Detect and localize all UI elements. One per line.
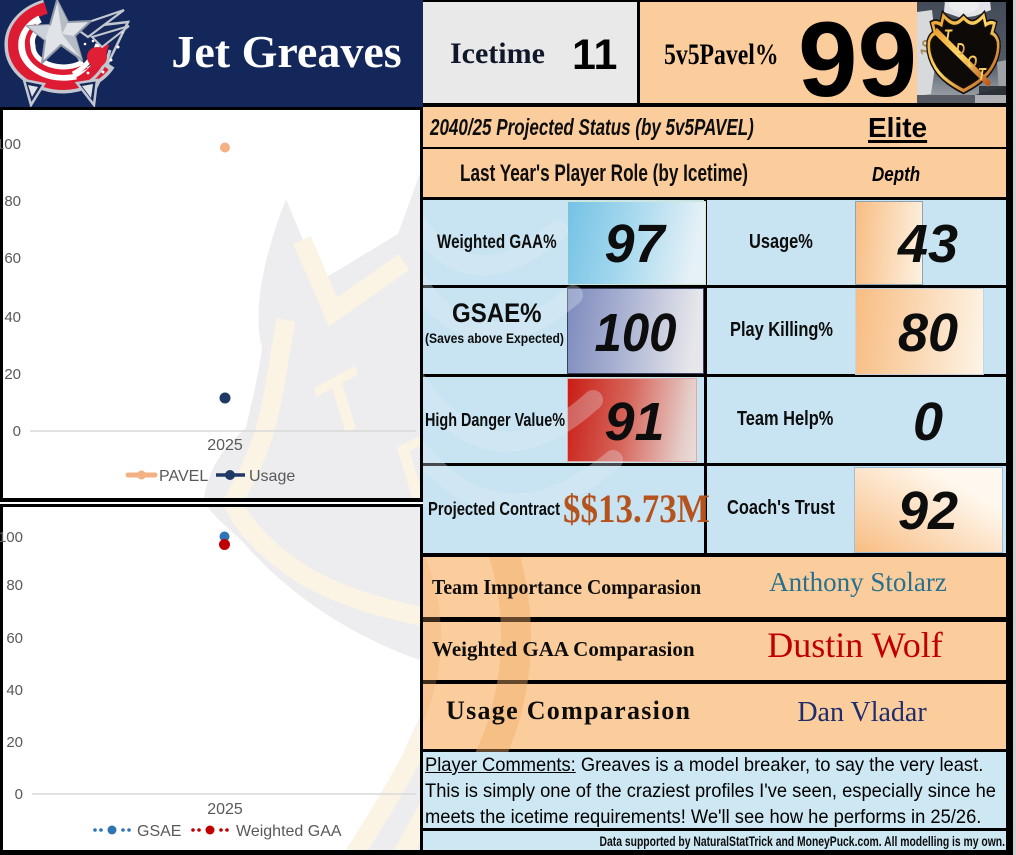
svg-text:100: 100: [0, 136, 21, 153]
svg-text:80: 80: [4, 193, 21, 210]
svg-text:60: 60: [4, 250, 21, 267]
svg-text:T: T: [978, 65, 987, 84]
svg-text:0: 0: [15, 786, 23, 803]
svg-text:D: D: [956, 40, 965, 59]
svg-text:0: 0: [13, 423, 21, 440]
svg-text:PAVEL: PAVEL: [159, 468, 208, 485]
svg-text:2025: 2025: [207, 801, 243, 818]
svg-text:60: 60: [6, 630, 23, 647]
svg-text:Weighted GAA: Weighted GAA: [236, 823, 342, 840]
svg-text:T: T: [944, 27, 953, 46]
svg-text:GSAE: GSAE: [137, 823, 181, 840]
svg-text:20: 20: [6, 734, 23, 751]
svg-text:Usage: Usage: [249, 468, 295, 485]
svg-text:O: O: [967, 53, 977, 72]
svg-text:20: 20: [4, 366, 21, 383]
svg-text:40: 40: [6, 682, 23, 699]
svg-text:2025: 2025: [207, 437, 243, 454]
svg-text:100: 100: [0, 529, 23, 546]
svg-text:40: 40: [4, 309, 21, 326]
svg-text:80: 80: [6, 577, 23, 594]
